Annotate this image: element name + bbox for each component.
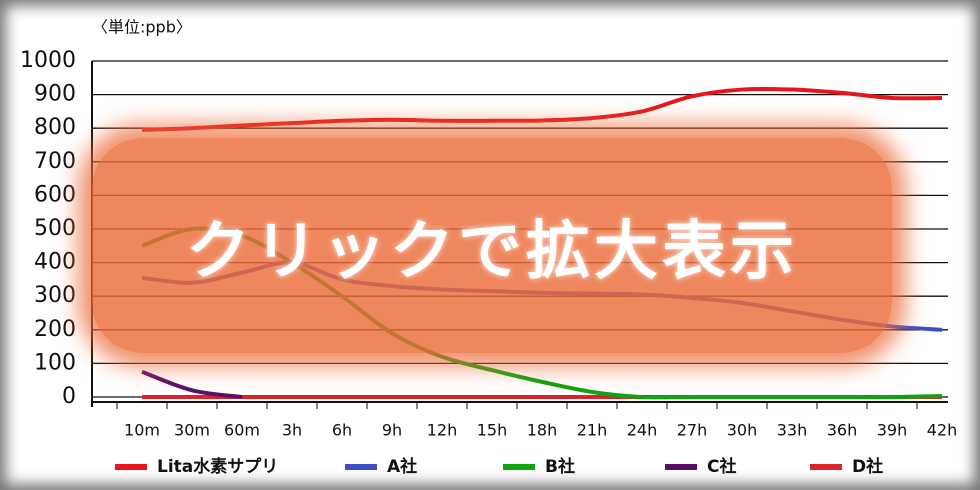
- x-tick-label: 10m: [124, 421, 160, 440]
- enlarge-text: クリックで拡大表示: [186, 213, 798, 289]
- y-tick-label: 800: [34, 115, 76, 140]
- x-tick-label: 42h: [927, 421, 958, 440]
- y-tick-label: 500: [34, 216, 76, 241]
- y-tick-label: 900: [34, 82, 76, 107]
- y-tick-label: 300: [34, 283, 76, 308]
- series-line: [141, 86, 943, 132]
- x-tick-label: 3h: [282, 421, 302, 440]
- x-tick-label: 6h: [332, 421, 352, 440]
- x-tick-label: 27h: [677, 421, 708, 440]
- x-tick-label: 21h: [577, 421, 608, 440]
- legend-label: C社: [707, 456, 736, 477]
- x-tick-label: 36h: [827, 421, 858, 440]
- legend-label: A社: [387, 456, 417, 477]
- x-tick-label: 39h: [877, 421, 908, 440]
- x-tick-label: 30m: [174, 421, 210, 440]
- x-tick-label: 33h: [777, 421, 808, 440]
- x-tick-label: 30h: [727, 421, 758, 440]
- x-tick-label: 15h: [477, 421, 508, 440]
- legend-label: Lita水素サプリ: [157, 456, 278, 477]
- legend-label: D社: [852, 456, 883, 477]
- enlarge-button[interactable]: クリックで拡大表示: [92, 138, 892, 353]
- x-tick-label: 12h: [427, 421, 458, 440]
- x-tick-label: 9h: [382, 421, 402, 440]
- y-tick-label: 100: [34, 350, 76, 375]
- y-tick-label: 1000: [20, 48, 76, 73]
- unit-label: 〈単位:ppb〉: [92, 18, 192, 37]
- y-tick-label: 0: [62, 384, 76, 409]
- y-tick-label: 400: [34, 250, 76, 275]
- legend-label: B社: [545, 456, 575, 477]
- x-tick-label: 24h: [627, 421, 658, 440]
- y-tick-label: 600: [34, 182, 76, 207]
- y-tick-label: 200: [34, 317, 76, 342]
- x-tick-label: 60m: [224, 421, 260, 440]
- y-tick-label: 700: [34, 149, 76, 174]
- series-line: [141, 369, 243, 399]
- x-tick-label: 18h: [527, 421, 558, 440]
